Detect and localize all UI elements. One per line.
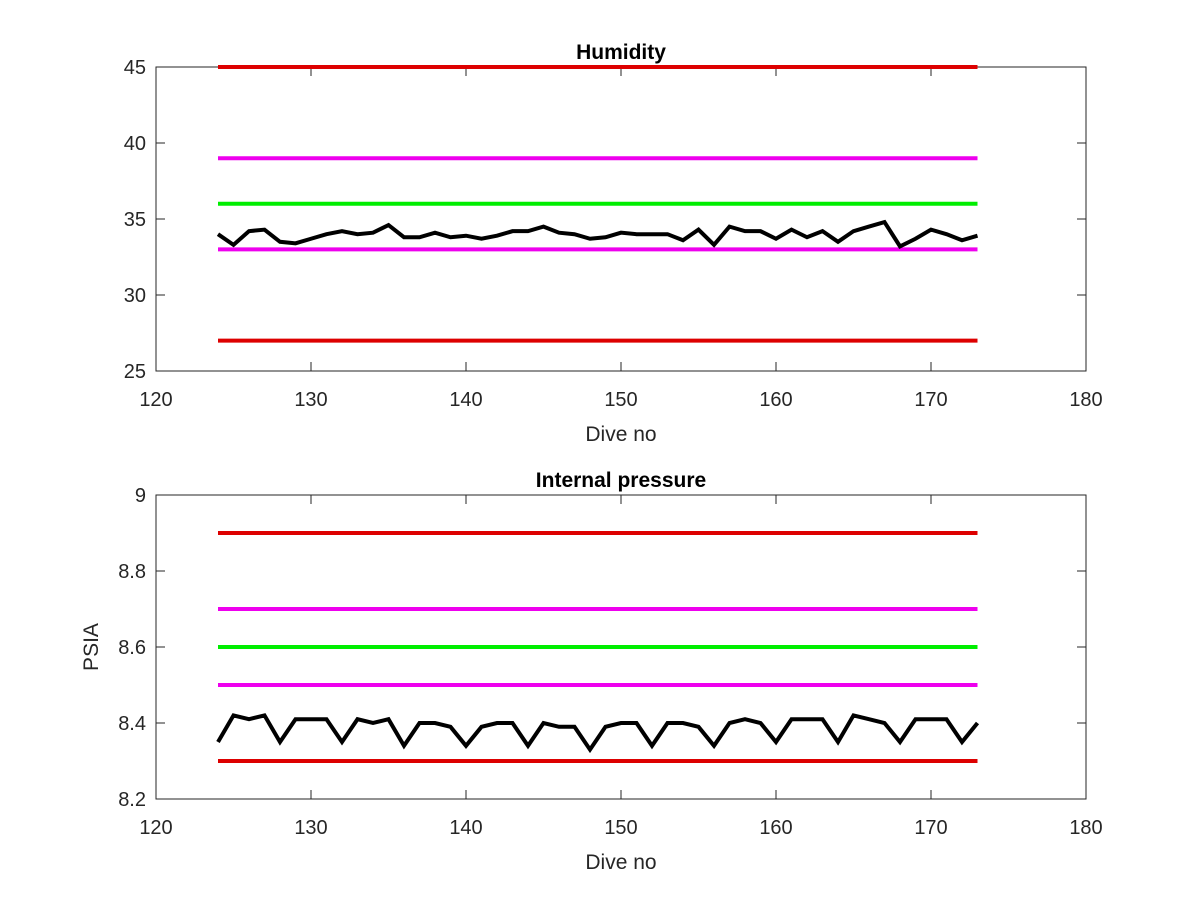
y-axis-label: PSIA (80, 623, 103, 671)
data-series-line (216, 219, 979, 249)
y-tick-label: 30 (124, 285, 146, 307)
y-tick-label: 8.2 (118, 789, 146, 811)
axes-box (155, 66, 1087, 372)
y-tick-label: 25 (124, 361, 146, 383)
y-tick-label: 8.6 (118, 637, 146, 659)
x-tick-label: 180 (1069, 817, 1102, 839)
y-tick-label: 9 (135, 485, 146, 507)
x-axis-label: Dive no (585, 851, 656, 874)
data-series-line (216, 713, 980, 754)
chart-title: Internal pressure (536, 469, 706, 492)
x-tick-label: 130 (294, 389, 327, 411)
subplot-1: 120 130 140 150 160 170 180 8.2 8.4 8.6 8.8 9 Intern… (80, 469, 1103, 874)
x-tick-label: 150 (604, 817, 637, 839)
x-tick-label: 130 (294, 817, 327, 839)
x-tick-label: 180 (1069, 389, 1102, 411)
x-tick-label: 160 (759, 817, 792, 839)
y-tick-label: 40 (124, 133, 146, 155)
x-tick-label: 140 (449, 817, 482, 839)
x-tick-label: 170 (914, 817, 947, 839)
subplot-0: 120 130 140 150 160 170 180 25 30 35 40 45 Humidity D… (124, 41, 1103, 446)
x-tick-label: 120 (139, 817, 172, 839)
x-tick-label: 170 (914, 389, 947, 411)
y-tick-label: 35 (124, 209, 146, 231)
x-tick-label: 120 (139, 389, 172, 411)
y-tick-label: 8.8 (118, 561, 146, 583)
x-tick-label: 160 (759, 389, 792, 411)
x-tick-label: 150 (604, 389, 637, 411)
x-axis-label: Dive no (585, 423, 656, 446)
x-tick-label: 140 (449, 389, 482, 411)
y-tick-label: 8.4 (118, 713, 146, 735)
y-tick-label: 45 (124, 57, 146, 79)
chart-title: Humidity (576, 41, 666, 64)
